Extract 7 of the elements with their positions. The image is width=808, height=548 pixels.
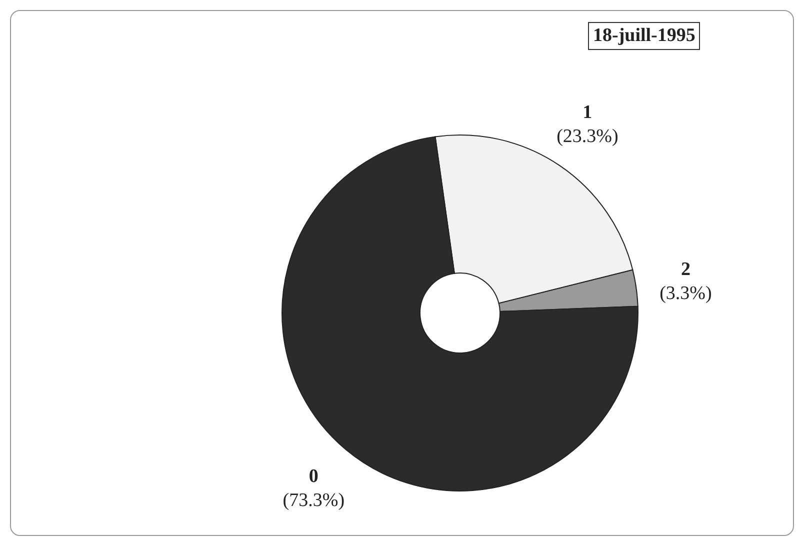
slice-label: 2	[680, 258, 690, 280]
slice-label: 0	[308, 466, 318, 487]
data-label: (73.3%)	[282, 490, 345, 511]
chart-title: 18-juill-1995	[588, 22, 700, 50]
slice-label: 1	[582, 102, 592, 123]
data-label: (23.3%)	[556, 126, 618, 147]
data-label: (3.3%)	[660, 282, 712, 304]
